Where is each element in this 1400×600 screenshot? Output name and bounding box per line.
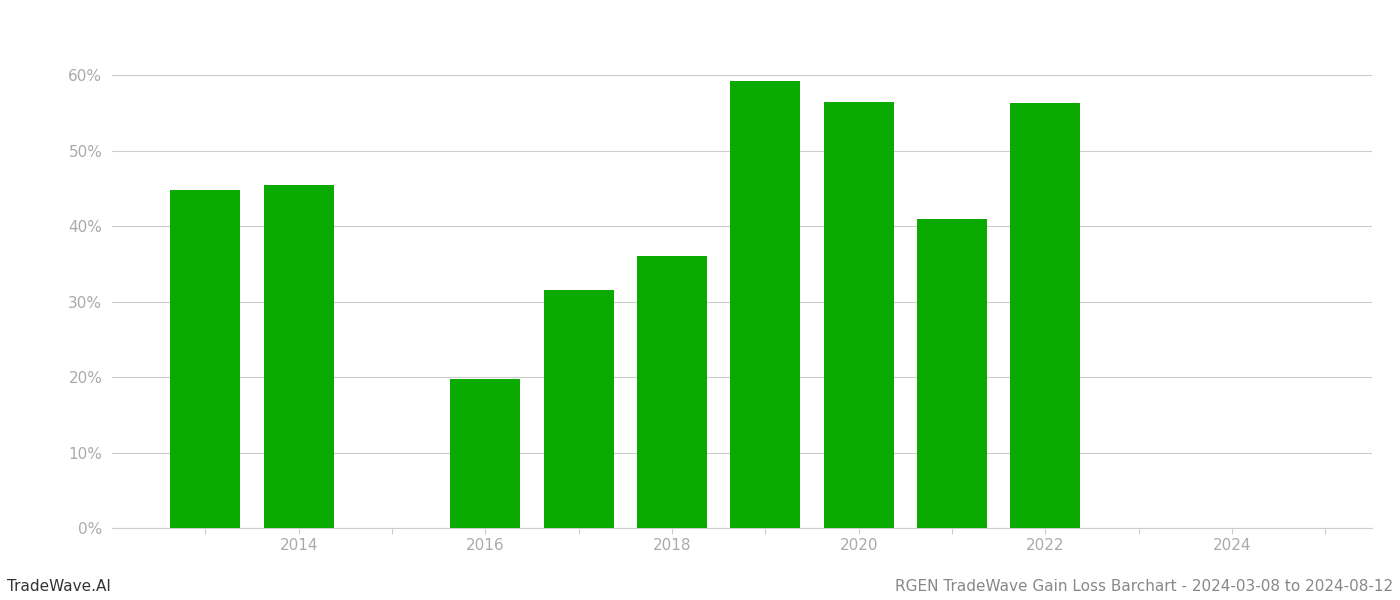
Text: RGEN TradeWave Gain Loss Barchart - 2024-03-08 to 2024-08-12: RGEN TradeWave Gain Loss Barchart - 2024… [895, 579, 1393, 594]
Bar [171, 190, 241, 528]
Bar [263, 185, 333, 528]
Bar [451, 379, 521, 528]
Bar [543, 290, 613, 528]
Bar [637, 256, 707, 528]
Bar [1011, 103, 1081, 528]
Bar [731, 82, 801, 528]
Text: TradeWave.AI: TradeWave.AI [7, 579, 111, 594]
Bar [917, 218, 987, 528]
Bar [823, 101, 893, 528]
